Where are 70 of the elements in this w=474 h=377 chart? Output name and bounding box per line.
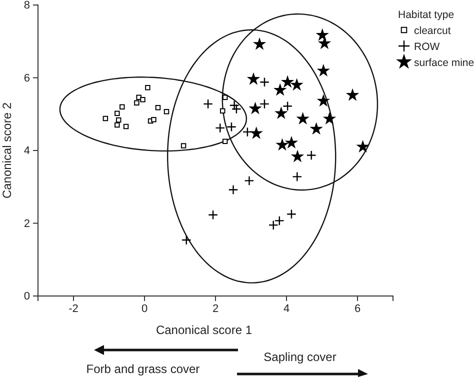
point xyxy=(275,107,287,118)
x-tick-label: -2 xyxy=(68,302,78,315)
point xyxy=(220,108,226,114)
point xyxy=(248,73,260,84)
point xyxy=(203,98,214,109)
point xyxy=(250,127,262,138)
point xyxy=(318,64,330,76)
y-tick-label: 6 xyxy=(24,72,30,84)
point xyxy=(114,110,120,116)
point xyxy=(276,138,288,150)
point xyxy=(114,122,120,128)
point xyxy=(120,104,125,110)
point xyxy=(306,150,316,160)
point xyxy=(102,116,108,122)
point xyxy=(291,78,303,90)
point xyxy=(282,101,293,112)
text: Sapling cover xyxy=(264,350,336,364)
text: Forb and grass cover xyxy=(86,362,200,376)
point xyxy=(260,98,270,109)
point xyxy=(249,102,262,114)
x-tick-label: 6 xyxy=(354,302,361,315)
x-tick-label: 2 xyxy=(212,302,219,315)
point xyxy=(357,140,369,152)
point xyxy=(292,172,302,182)
y-axis-title: Canonical score 2 xyxy=(0,102,14,199)
x-tick-label: 0 xyxy=(141,302,148,315)
point xyxy=(297,112,309,124)
point xyxy=(222,138,228,144)
point xyxy=(318,37,330,49)
point xyxy=(226,122,236,132)
y-tick-label: 4 xyxy=(24,145,30,158)
y-tick-label: 0 xyxy=(24,290,30,303)
point xyxy=(181,235,192,245)
point xyxy=(180,143,186,148)
point xyxy=(145,84,150,90)
y-tick-label: 2 xyxy=(24,218,30,230)
point xyxy=(242,126,252,137)
point xyxy=(151,116,156,122)
point xyxy=(229,100,240,110)
point xyxy=(318,94,330,106)
point xyxy=(310,122,322,134)
point xyxy=(222,94,228,100)
legend-label: surface mine xyxy=(414,57,474,69)
point xyxy=(116,117,122,123)
point xyxy=(316,29,328,40)
point xyxy=(140,96,146,102)
point xyxy=(292,150,304,162)
point xyxy=(286,136,298,148)
point xyxy=(282,76,294,88)
point xyxy=(215,122,226,133)
point xyxy=(260,77,270,88)
point xyxy=(123,124,129,130)
point xyxy=(324,112,336,124)
point xyxy=(244,176,254,186)
legend-label: ROW xyxy=(414,41,440,53)
legend-title: Habitat type xyxy=(398,9,454,21)
point xyxy=(286,209,296,220)
point xyxy=(274,84,286,96)
point xyxy=(134,100,140,106)
legend-label: clearcut xyxy=(414,25,451,37)
y-tick-label: 8 xyxy=(24,0,30,12)
point xyxy=(231,104,242,114)
x-axis-title: Canonical score 1 xyxy=(156,323,252,337)
point xyxy=(346,89,358,100)
point xyxy=(164,108,170,114)
point xyxy=(208,210,218,220)
point xyxy=(155,104,161,110)
point xyxy=(254,38,266,50)
point xyxy=(228,184,238,195)
x-tick-label: 4 xyxy=(283,302,290,315)
